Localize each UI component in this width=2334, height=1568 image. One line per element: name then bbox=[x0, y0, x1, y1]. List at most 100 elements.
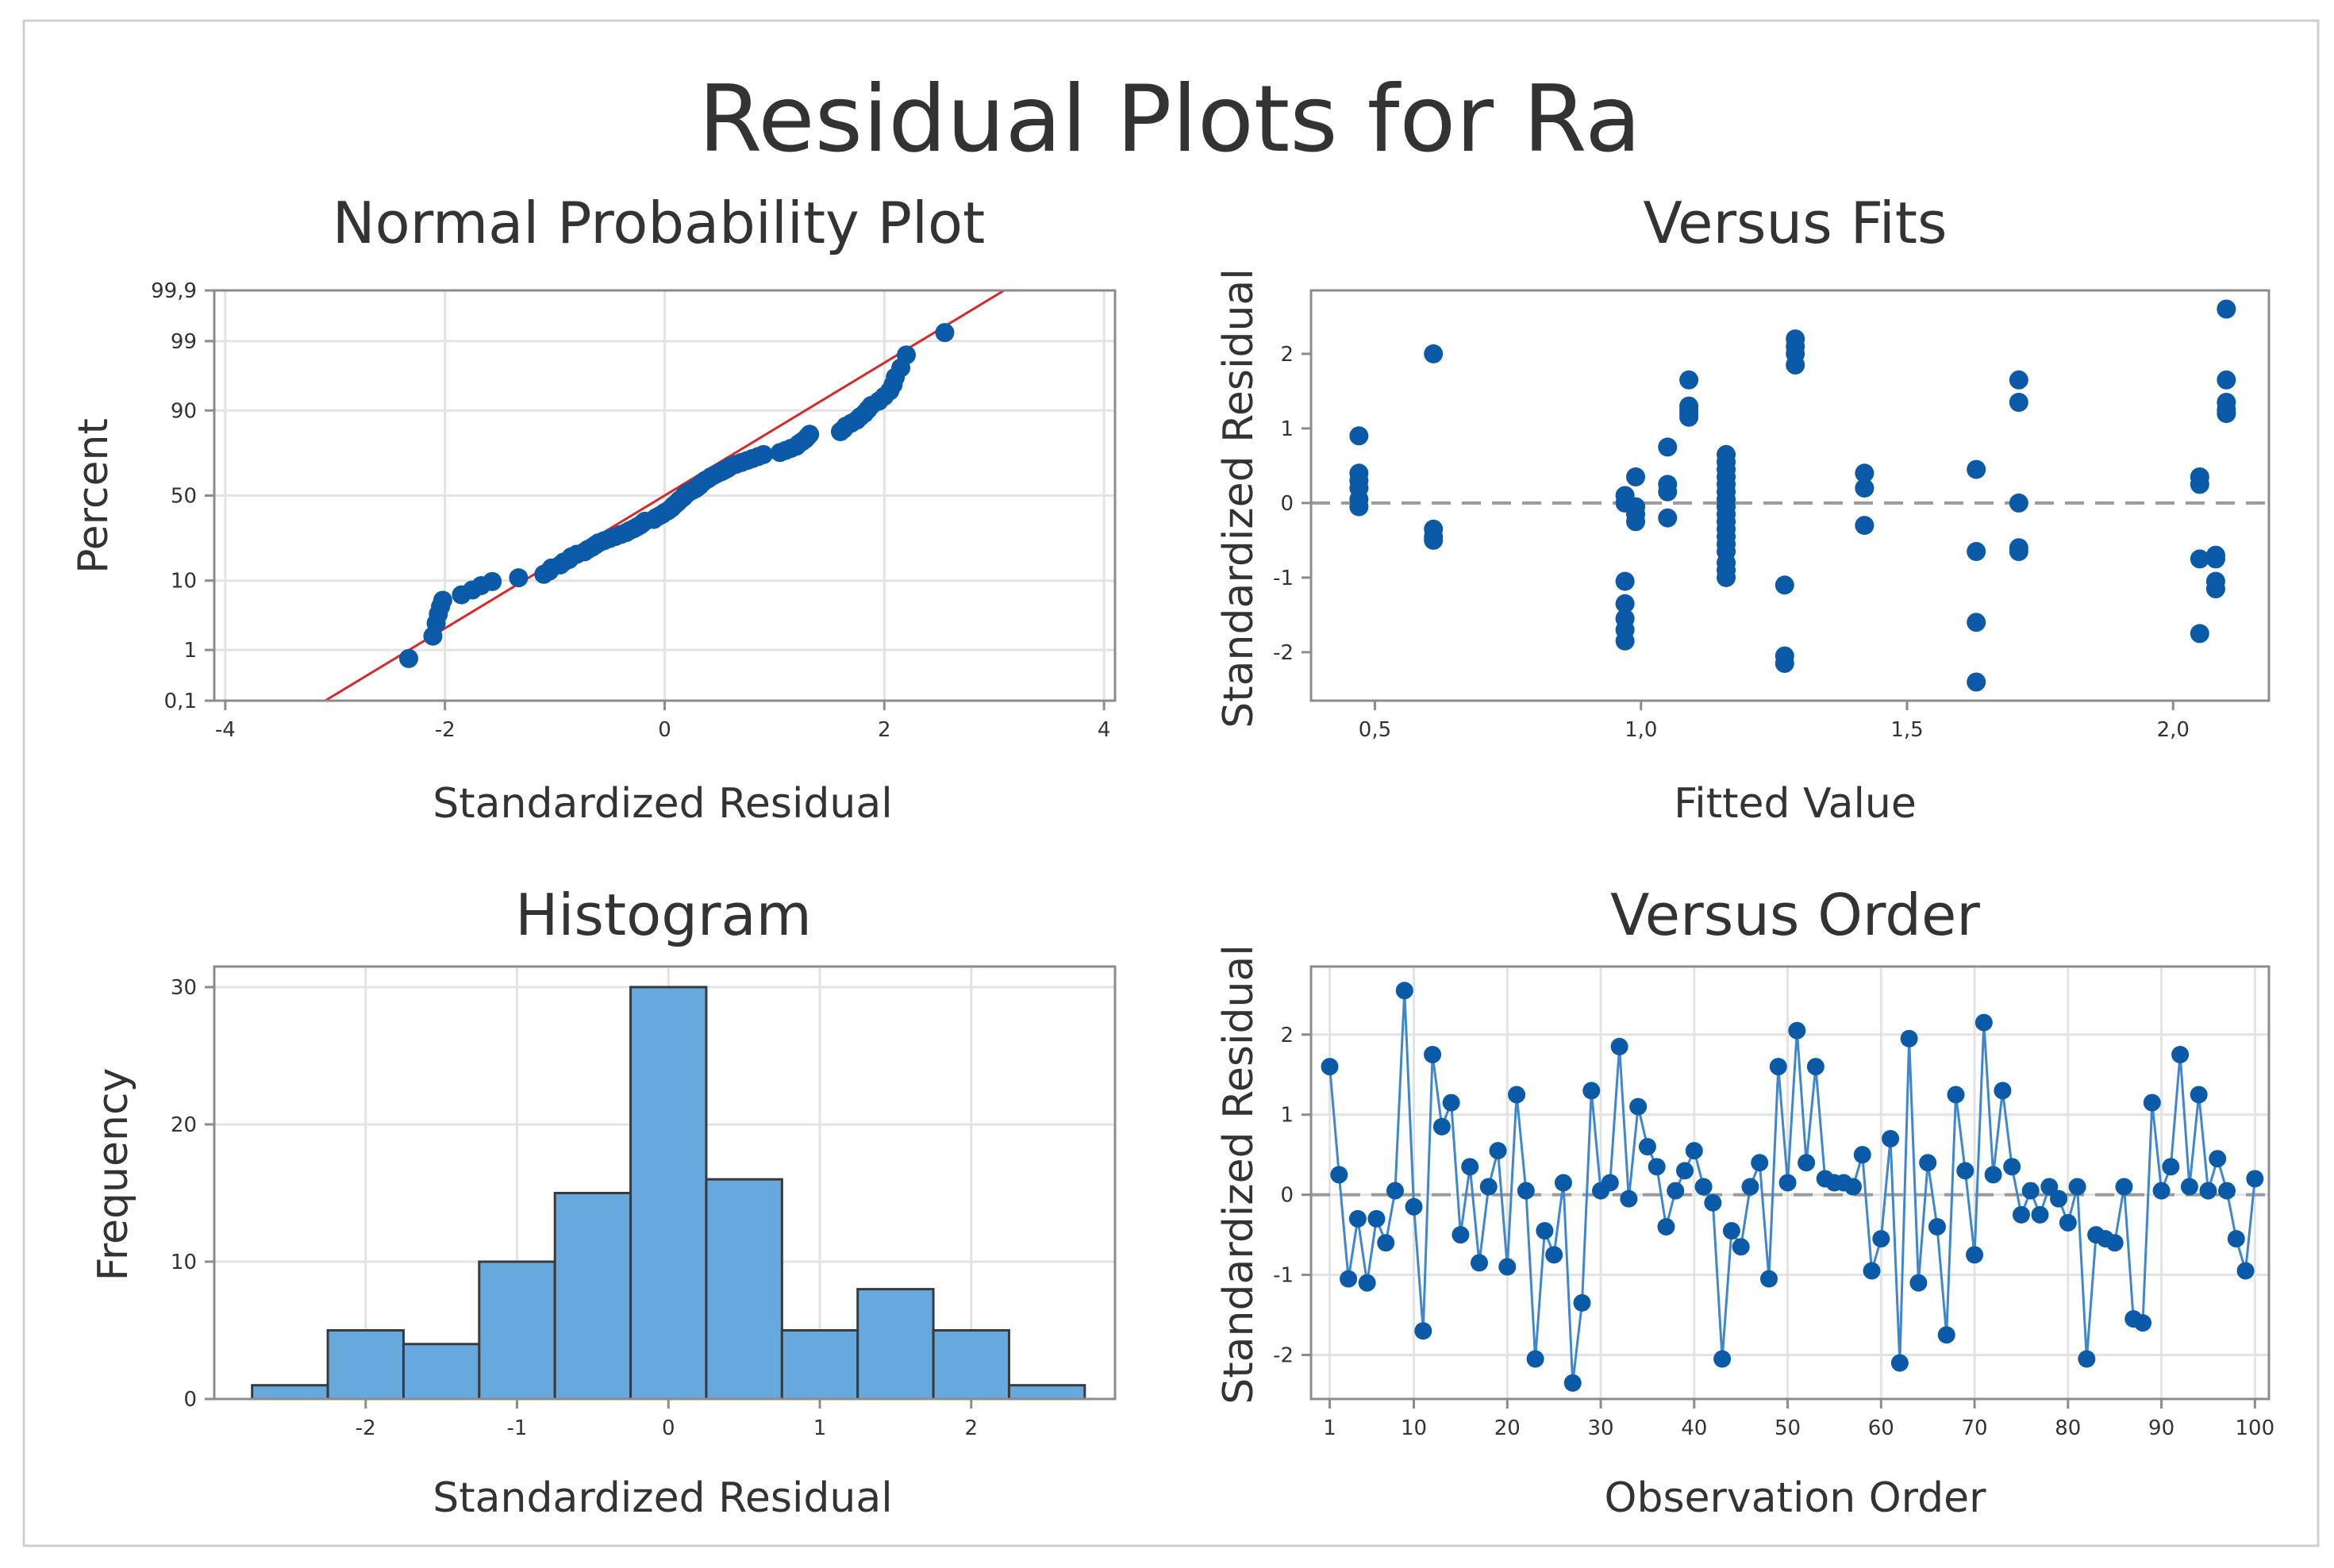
normal-plot-ylabel: Percent bbox=[70, 418, 117, 574]
fit-residual-point bbox=[1717, 567, 1736, 587]
order-residual-point bbox=[1582, 1082, 1601, 1100]
order-residual-point bbox=[1974, 1013, 1993, 1032]
order-residual-point bbox=[2152, 1182, 2171, 1200]
fit-residual-point bbox=[2205, 549, 2225, 569]
probability-point bbox=[800, 425, 820, 444]
order-residual-point bbox=[1395, 982, 1413, 1000]
fit-residual-point bbox=[1855, 463, 1875, 483]
order-residual-point bbox=[1676, 1162, 1694, 1180]
order-residual-point bbox=[2068, 1178, 2086, 1196]
order-residual-point bbox=[1620, 1189, 1638, 1208]
y-tick-label: 0 bbox=[1280, 492, 1294, 516]
order-residual-point bbox=[1638, 1138, 1656, 1156]
order-residual-point bbox=[1648, 1158, 1666, 1176]
fit-residual-point bbox=[1679, 407, 1699, 427]
figure-border bbox=[22, 19, 2320, 1547]
order-residual-point bbox=[1798, 1154, 1816, 1172]
versus-order-plot: Versus Order 1 10 20 30 40 50 60 70 80 90 100 -2 -1 0… bbox=[1215, 882, 2274, 1522]
probability-point bbox=[509, 568, 529, 588]
versus-fits-title: Versus Fits bbox=[1643, 190, 1947, 256]
order-residual-point bbox=[1882, 1129, 1900, 1147]
fit-residual-point bbox=[2009, 493, 2028, 513]
histogram-bar bbox=[629, 986, 708, 1401]
y-tick-label: -2 bbox=[1273, 641, 1294, 665]
y-tick-label: 0 bbox=[183, 1388, 197, 1412]
versus-order-frame bbox=[1309, 965, 2271, 1401]
fit-residual-point bbox=[1967, 542, 1986, 561]
order-residual-point bbox=[1489, 1142, 1507, 1160]
order-residual-point bbox=[2059, 1213, 2077, 1232]
x-tick-label: 40 bbox=[1681, 1416, 1707, 1440]
y-tick-label: 10 bbox=[171, 1251, 197, 1274]
order-residual-point bbox=[2246, 1170, 2264, 1188]
histogram-bar bbox=[780, 1328, 859, 1401]
fit-residual-point bbox=[2009, 393, 2028, 412]
normal-probability-plot: Normal Probability Plot -4 -2 0 2 4 0,1 1 10 50 9… bbox=[70, 190, 1117, 828]
order-residual-point bbox=[1479, 1178, 1498, 1196]
order-residual-point bbox=[1563, 1374, 1582, 1392]
probability-point bbox=[483, 571, 502, 591]
order-residual-point bbox=[1498, 1258, 1517, 1276]
order-residual-point bbox=[2236, 1262, 2255, 1280]
order-residual-point bbox=[1358, 1274, 1376, 1292]
fit-residual-point bbox=[2217, 299, 2236, 319]
fit-residual-point bbox=[2190, 475, 2209, 494]
x-tick-label: 100 bbox=[2236, 1416, 2275, 1440]
x-tick-label: -2 bbox=[435, 718, 456, 742]
y-tick-label: 0,1 bbox=[164, 690, 197, 713]
x-tick-label: 90 bbox=[2148, 1416, 2174, 1440]
order-residual-point bbox=[2050, 1189, 2068, 1208]
order-residual-point bbox=[2003, 1158, 2021, 1176]
order-residual-point bbox=[1508, 1086, 1526, 1104]
fit-residual-point bbox=[1679, 370, 1699, 390]
histogram-title: Histogram bbox=[515, 882, 812, 948]
histogram-bar bbox=[553, 1191, 633, 1401]
x-tick-label: 20 bbox=[1494, 1416, 1521, 1440]
fit-residual-point bbox=[1658, 437, 1678, 457]
y-tick-label: -1 bbox=[1273, 567, 1294, 590]
fit-residual-point bbox=[1967, 672, 1986, 692]
order-residual-point bbox=[1424, 1046, 1442, 1064]
versus-order-ylabel: Standardized Residual bbox=[1215, 944, 1263, 1404]
order-residual-point bbox=[1340, 1270, 1358, 1288]
y-tick-label: 2 bbox=[1280, 343, 1294, 367]
order-residual-point bbox=[1667, 1182, 1685, 1200]
histogram-bar bbox=[251, 1384, 329, 1401]
x-tick-label: 4 bbox=[1098, 718, 1111, 742]
fit-residual-point bbox=[2009, 370, 2028, 390]
order-residual-point bbox=[1778, 1174, 1797, 1192]
order-residual-point bbox=[1601, 1174, 1619, 1192]
order-residual-point bbox=[1890, 1354, 1909, 1372]
histogram-bar bbox=[478, 1260, 556, 1401]
order-residual-point bbox=[2218, 1182, 2236, 1200]
order-residual-point bbox=[1872, 1230, 1890, 1248]
order-residual-point bbox=[2134, 1314, 2152, 1332]
order-residual-point bbox=[2021, 1182, 2040, 1200]
order-residual-point bbox=[1610, 1037, 1628, 1055]
fit-residual-point bbox=[1349, 497, 1369, 517]
order-residual-point bbox=[1573, 1293, 1591, 1312]
fit-residual-point bbox=[2009, 542, 2028, 561]
fit-residual-point bbox=[1615, 571, 1635, 591]
versus-order-xlabel: Observation Order bbox=[1605, 1474, 1987, 1522]
x-tick-label: 2 bbox=[965, 1416, 979, 1440]
order-residual-point bbox=[1657, 1218, 1675, 1236]
order-residual-point bbox=[2031, 1205, 2049, 1224]
y-tick-label: 90 bbox=[171, 399, 197, 423]
y-tick-label: 1 bbox=[1280, 417, 1294, 441]
histogram-bar bbox=[856, 1288, 935, 1401]
order-residual-point bbox=[1863, 1262, 1881, 1280]
fit-residual-point bbox=[2217, 404, 2236, 424]
x-tick-label: -1 bbox=[507, 1416, 528, 1440]
probability-point bbox=[433, 590, 452, 610]
order-residual-point bbox=[2040, 1178, 2059, 1196]
versus-fits-ylabel: Standardized Residual bbox=[1215, 268, 1263, 728]
order-residual-point bbox=[1713, 1350, 1732, 1368]
order-residual-point bbox=[2190, 1086, 2208, 1104]
fit-residual-point bbox=[1967, 459, 1986, 479]
order-residual-point bbox=[1937, 1326, 1955, 1344]
fit-residual-point bbox=[1626, 467, 1646, 486]
x-tick-label: 30 bbox=[1587, 1416, 1613, 1440]
